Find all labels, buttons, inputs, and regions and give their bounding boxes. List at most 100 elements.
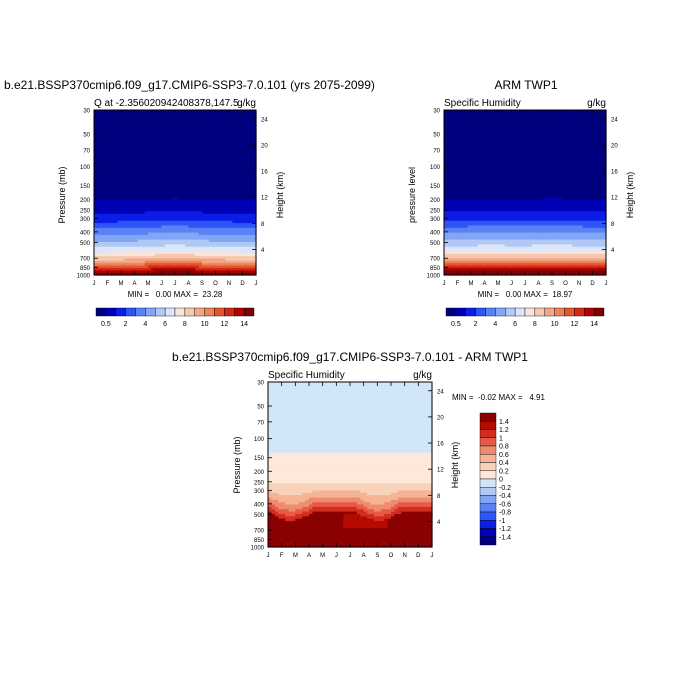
contour-cell [229,147,233,151]
contour-cell [239,147,244,151]
contour-cell [589,128,594,132]
contour-cell [487,135,492,139]
contour-cell [474,147,479,151]
contour-cell [191,168,196,172]
contour-cell [218,157,223,161]
contour-cell [558,117,563,121]
contour-cell [121,168,125,172]
contour-cell [191,140,196,144]
contour-cell [212,135,217,139]
contour-cell [511,159,516,163]
contour-cell [188,157,193,161]
contour-cell [168,237,173,241]
contour-cell [232,272,237,276]
contour-cell [144,232,149,236]
contour-cell [124,133,129,137]
contour-cell [202,124,206,128]
contour-cell [579,154,583,158]
contour-cell [131,178,136,182]
contour-cell [94,232,98,236]
contour-cell [518,143,523,146]
contour-cell [121,187,125,191]
contour-cell [464,128,469,132]
contour-cell [491,164,496,168]
contour-cell [107,244,112,248]
contour-cell [131,157,136,161]
contour-cell [168,251,173,255]
contour-cell [205,258,210,262]
contour-cell [117,173,122,177]
contour-cell [181,253,186,257]
contour-cell [548,168,553,172]
contour-cell [164,249,169,253]
contour-cell [239,265,244,269]
contour-cell [464,112,469,116]
contour-cell [127,176,132,179]
contour-cell [191,253,196,257]
contour-cell [229,164,233,168]
contour-cell [562,131,567,135]
contour-cell [161,220,166,224]
contour-cell [124,225,129,229]
contour-cell [188,138,193,142]
contour-cell [508,140,513,144]
contour-cell [212,209,217,212]
contour-cell [595,157,600,161]
contour-cell [232,227,237,231]
contour-cell [175,197,179,201]
contour-cell [168,187,173,191]
contour-cell [508,124,513,128]
contour-cell [168,168,173,172]
contour-cell [249,178,254,182]
contour-cell [222,263,227,267]
contour-cell [185,157,190,161]
contour-cell [181,218,186,222]
contour-cell [151,213,156,217]
contour-cell [239,263,244,267]
contour-cell [249,253,254,257]
contour-cell [531,121,536,125]
contour-cell [175,140,179,144]
contour-cell [229,187,233,191]
contour-cell [494,159,499,163]
contour-cell [218,171,223,175]
colorbar-swatch [214,307,225,317]
contour-cell [104,227,109,231]
contour-cell [97,211,102,215]
contour-cell [127,140,132,144]
contour-cell [552,168,556,172]
contour-cell [222,232,227,236]
contour-cell [134,253,139,257]
contour-cell [504,152,509,156]
contour-cell [464,159,469,163]
contour-cell [229,256,233,260]
contour-cell [208,253,213,257]
contour-cell [188,267,193,271]
contour-cell [175,143,179,146]
contour-cell [229,126,233,130]
contour-cell [474,112,479,116]
contour-cell [535,138,540,142]
contour-cell [229,110,233,113]
contour-cell [124,171,129,175]
contour-cell [110,176,115,179]
contour-cell [494,168,499,172]
contour-cell [222,256,227,260]
contour-cell [249,263,254,267]
contour-cell [245,183,250,187]
contour-cell [215,145,220,149]
contour-cell [181,197,186,201]
contour-cell [121,159,125,163]
contour-cell [121,270,125,274]
contour-cell [158,190,163,194]
contour-cell [137,168,142,172]
contour-cell [151,187,156,191]
contour-cell [107,185,112,189]
colorbar-swatch [243,307,255,317]
contour-cell [235,246,240,250]
contour-cell [552,121,556,125]
contour-cell [110,128,115,132]
contour-cell [494,166,499,170]
contour-cell [541,117,546,121]
contour-cell [151,211,156,215]
